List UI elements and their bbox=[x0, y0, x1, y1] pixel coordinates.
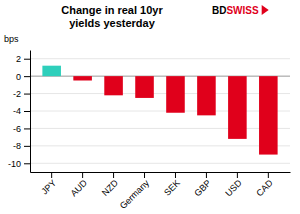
bar bbox=[259, 76, 278, 154]
grid-line bbox=[30, 145, 290, 146]
x-tick: AUD bbox=[69, 172, 90, 198]
x-tick-mark bbox=[51, 172, 52, 178]
x-tick: JPY bbox=[39, 172, 58, 197]
x-axis: JPY AUD NZDGermany SEK GBP USD CAD bbox=[31, 172, 291, 211]
grid-line bbox=[30, 76, 290, 77]
y-label: bps bbox=[4, 34, 19, 44]
x-tick-label: NZD bbox=[100, 177, 121, 198]
grid-line bbox=[30, 93, 290, 94]
y-tick-label: -2 bbox=[13, 89, 21, 99]
chart: -10 -8 -6 -4 -2 0 2 JPY AUD NZDGermany SEK GBP USD CA… bbox=[0, 0, 300, 214]
x-tick-mark bbox=[237, 172, 238, 178]
y-tick-label: -8 bbox=[13, 141, 21, 151]
x-tick-label: SEK bbox=[162, 178, 182, 198]
x-tick-label: Germany bbox=[118, 177, 152, 211]
y-tick-mark bbox=[24, 146, 30, 147]
bar bbox=[42, 66, 61, 76]
x-tick-mark bbox=[144, 172, 145, 178]
x-tick-label: AUD bbox=[69, 177, 90, 198]
x-tick-label: GBP bbox=[192, 178, 213, 199]
y-tick-mark bbox=[24, 163, 30, 164]
grid bbox=[30, 59, 290, 164]
title-line: Change in real 10yr bbox=[61, 4, 163, 16]
y-axis-line bbox=[30, 51, 31, 173]
y-tick-label: -4 bbox=[13, 106, 21, 116]
x-tick-label: USD bbox=[223, 177, 244, 198]
y-tick: -4 bbox=[13, 106, 30, 116]
y-tick: -10 bbox=[8, 159, 30, 169]
x-tick: USD bbox=[223, 172, 244, 198]
y-tick-label: 2 bbox=[16, 54, 21, 64]
x-tick-label: CAD bbox=[254, 177, 275, 198]
y-tick-mark bbox=[24, 128, 30, 129]
y-tick-mark bbox=[24, 59, 30, 60]
logo-text: BD bbox=[212, 5, 226, 16]
y-tick-label: -10 bbox=[8, 159, 21, 169]
bar bbox=[166, 76, 185, 113]
x-tick-mark bbox=[206, 172, 207, 178]
grid-line bbox=[30, 128, 290, 129]
bars bbox=[42, 66, 277, 155]
y-tick-label: 0 bbox=[16, 72, 21, 82]
logo: BDSWISS bbox=[212, 5, 259, 16]
y-tick: -2 bbox=[13, 89, 30, 99]
x-tick: SEK bbox=[162, 172, 182, 198]
grid-line bbox=[30, 163, 290, 164]
y-tick-label: -6 bbox=[13, 124, 21, 134]
y-tick: 2 bbox=[16, 54, 30, 64]
x-tick-label: JPY bbox=[39, 178, 58, 197]
y-tick-mark bbox=[24, 76, 30, 77]
y-tick-mark bbox=[24, 111, 30, 112]
grid-line bbox=[30, 58, 290, 59]
logo-arrow bbox=[262, 5, 269, 15]
y-axis: -10 -8 -6 -4 -2 0 2 bbox=[8, 51, 31, 173]
grid-line bbox=[30, 111, 290, 112]
x-tick: Germany bbox=[118, 172, 152, 211]
x-tick-mark bbox=[175, 172, 176, 178]
x-tick: CAD bbox=[254, 172, 275, 198]
x-tick: GBP bbox=[192, 172, 213, 198]
plot: -10 -8 -6 -4 -2 0 2 JPY AUD NZDGermany SEK GBP USD CA… bbox=[8, 51, 291, 212]
y-tick: 0 bbox=[16, 72, 30, 82]
bar bbox=[73, 76, 92, 80]
y-tick: -6 bbox=[13, 124, 30, 134]
y-tick-mark bbox=[24, 94, 30, 95]
x-tick-mark bbox=[113, 172, 114, 178]
x-tick-mark bbox=[268, 172, 269, 178]
x-tick: NZD bbox=[100, 172, 121, 198]
title: Change in real 10yryields yesterday bbox=[61, 4, 163, 29]
bar bbox=[197, 76, 216, 115]
y-tick: -8 bbox=[13, 141, 30, 151]
bar bbox=[104, 76, 123, 95]
bar bbox=[135, 76, 154, 98]
x-tick-mark bbox=[82, 172, 83, 178]
title-line: yields yesterday bbox=[69, 17, 155, 29]
bar bbox=[228, 76, 247, 139]
x-axis-line bbox=[31, 172, 291, 173]
logo-text: SWISS bbox=[226, 5, 259, 16]
